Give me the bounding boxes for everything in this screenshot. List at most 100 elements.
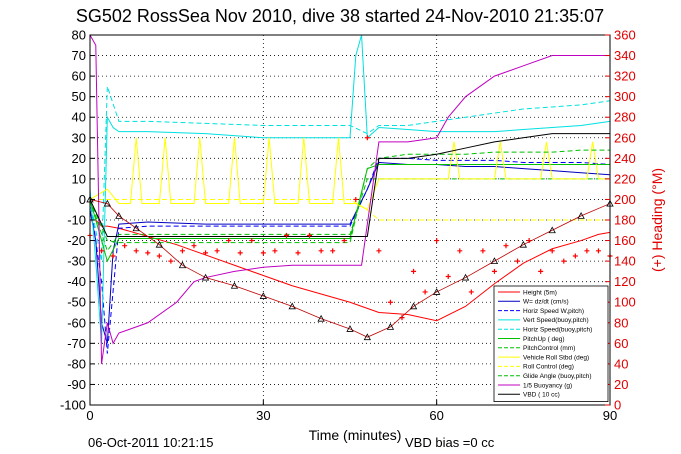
y-right-tick-label: 240 bbox=[614, 151, 636, 166]
series-line bbox=[89, 161, 611, 344]
y-right-tick-label: 280 bbox=[614, 110, 636, 125]
heading-marker bbox=[387, 299, 393, 305]
depth-track-marker bbox=[409, 302, 418, 310]
depth-track-marker bbox=[155, 240, 164, 248]
depth-track-marker bbox=[548, 226, 556, 234]
depth-track-marker bbox=[178, 261, 187, 269]
heading-marker bbox=[179, 248, 185, 254]
y-right-tick-label: 80 bbox=[614, 315, 628, 330]
legend-label: Horiz Speed W,pitch) bbox=[523, 308, 584, 315]
y-right-tick-label: 120 bbox=[614, 274, 636, 289]
legend-label: Height (5m) bbox=[523, 289, 557, 296]
heading-marker bbox=[145, 250, 151, 256]
y-tick-label: 80 bbox=[72, 28, 86, 43]
depth-track-marker bbox=[432, 288, 441, 295]
legend-label: PitchControl (mm) bbox=[523, 345, 575, 352]
depth-track-marker bbox=[317, 314, 325, 322]
depth-track-line bbox=[89, 199, 611, 338]
depth-track-marker bbox=[363, 333, 372, 341]
heading-marker bbox=[422, 289, 428, 295]
heading-marker bbox=[434, 238, 440, 244]
series-line bbox=[89, 149, 610, 244]
footer-vbd-bias: VBD bias =0 cc bbox=[405, 435, 495, 450]
depth-track-marker bbox=[519, 240, 528, 248]
legend: Height (5m) W= dz/dt (cm/s) Horiz Speed W,… bbox=[493, 285, 609, 402]
y-tick-label: -100 bbox=[60, 398, 86, 413]
y-right-tick-label: 300 bbox=[614, 89, 636, 104]
x-tick-label: 30 bbox=[256, 408, 270, 423]
y-tick-label: -90 bbox=[67, 377, 86, 392]
depth-track-marker bbox=[490, 257, 499, 265]
legend-label: W= dz/dt (cm/s) bbox=[523, 299, 569, 306]
heading-marker bbox=[584, 248, 590, 254]
y-tick-label: 10 bbox=[72, 171, 86, 186]
heading-marker bbox=[168, 258, 174, 264]
x-tick-labels: 0 30 60 90 bbox=[86, 400, 617, 423]
heading-marker bbox=[503, 243, 509, 249]
depth-track-marker bbox=[103, 199, 112, 207]
heading-marker bbox=[110, 253, 116, 259]
legend-label: Horiz Speed(buoy,pitch) bbox=[523, 327, 592, 334]
legend-label: PitchUp ( deg) bbox=[523, 336, 565, 343]
y-right-tick-label: 320 bbox=[614, 69, 636, 84]
y-tick-label: 20 bbox=[72, 151, 86, 166]
heading-marker bbox=[468, 289, 474, 295]
heading-marker bbox=[191, 243, 197, 249]
y-right-tick-label: 220 bbox=[614, 171, 636, 186]
series-line bbox=[89, 34, 611, 344]
series-line bbox=[89, 137, 610, 211]
legend-label: VBD ( 10 cc) bbox=[523, 392, 560, 399]
y-right-tick-label: 40 bbox=[614, 356, 628, 371]
heading-marker bbox=[595, 248, 601, 254]
footer-timestamp: 06-Oct-2011 10:21:15 bbox=[88, 435, 214, 450]
y-right-tick-label: 360 bbox=[614, 28, 636, 43]
y-tick-label: -20 bbox=[67, 233, 86, 248]
y-right-tick-label: 0 bbox=[614, 398, 621, 413]
depth-track-marker bbox=[115, 212, 123, 219]
heading-marker bbox=[156, 253, 162, 259]
heading-marker bbox=[237, 250, 243, 256]
y-right-axis-label: (+) Heading (°M) bbox=[649, 168, 665, 272]
depth-track-marker bbox=[201, 273, 210, 281]
y-right-tick-label: 140 bbox=[614, 254, 636, 269]
heading-marker bbox=[249, 238, 255, 244]
y-tick-label: -50 bbox=[67, 295, 86, 310]
depth-track-marker bbox=[346, 325, 354, 332]
heading-marker bbox=[480, 248, 486, 254]
heading-marker bbox=[272, 248, 278, 254]
heading-marker bbox=[364, 135, 370, 141]
depth-track-marker bbox=[461, 273, 470, 281]
x-tick-label: 60 bbox=[429, 408, 443, 423]
depth-track-marker bbox=[288, 302, 296, 310]
chart-title: SG502 RossSea Nov 2010, dive 38 started … bbox=[76, 6, 604, 26]
y-tick-label: 0 bbox=[79, 192, 86, 207]
y-right-tick-labels: 3603403203002802602402202001801601401201… bbox=[605, 28, 636, 413]
y-tick-label: -70 bbox=[67, 336, 86, 351]
series-line bbox=[89, 34, 610, 364]
y-tick-label: -30 bbox=[67, 254, 86, 269]
heading-marker bbox=[538, 268, 544, 274]
y-tick-label: 50 bbox=[72, 89, 86, 104]
y-right-tick-label: 60 bbox=[614, 336, 628, 351]
heading-marker bbox=[283, 232, 289, 238]
y-tick-label: 60 bbox=[72, 69, 86, 84]
heading-marker bbox=[260, 250, 266, 256]
depth-track-marker bbox=[230, 281, 239, 289]
heading-marker bbox=[214, 248, 220, 254]
x-axis-label: Time (minutes) bbox=[309, 427, 402, 443]
heading-marker bbox=[376, 248, 382, 254]
depth-track-marker bbox=[132, 224, 140, 232]
heading-marker bbox=[561, 258, 567, 264]
y-right-tick-label: 160 bbox=[614, 233, 636, 248]
y-right-tick-label: 340 bbox=[614, 48, 636, 63]
y-right-tick-label: 180 bbox=[614, 213, 636, 228]
heading-marker bbox=[226, 238, 232, 244]
legend-label: Glide Angle (buoy,pitch) bbox=[523, 373, 592, 380]
x-tick-label: 0 bbox=[86, 408, 93, 423]
heading-marker bbox=[203, 250, 209, 256]
series-line bbox=[90, 219, 611, 322]
y-right-tick-label: 20 bbox=[614, 377, 628, 392]
series-line bbox=[89, 86, 611, 262]
depth-track-marker bbox=[577, 212, 585, 219]
